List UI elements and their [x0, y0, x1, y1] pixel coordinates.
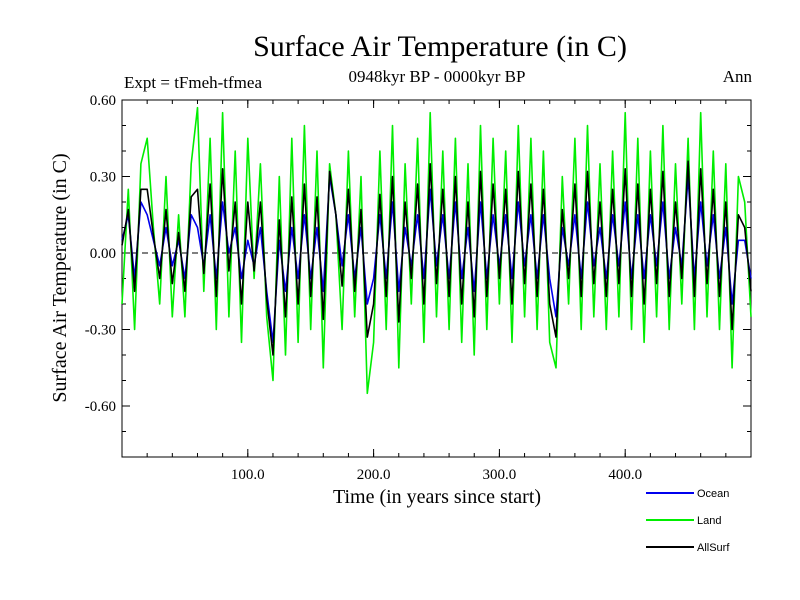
legend-label-ocean: Ocean [697, 488, 729, 500]
experiment-label: Expt = tFmeh-tfmea [124, 73, 262, 92]
series-line-allsurf [121, 160, 752, 356]
y-tick-label: -0.30 [85, 323, 116, 339]
series-layer [121, 106, 752, 395]
y-tick-label: 0.00 [90, 246, 116, 262]
legend-label-allsurf: AllSurf [697, 542, 730, 554]
x-axis-label: Time (in years since start) [333, 486, 541, 508]
chart-subtitle: 0948kyr BP - 0000kyr BP [349, 67, 526, 86]
legend-label-land: Land [697, 515, 721, 527]
season-label: Ann [723, 67, 753, 86]
y-axis-label: Surface Air Temperature (in C) [49, 153, 71, 402]
axis-ticks: 0.60 0.30 0.00 -0.30 -0.60 100.0 200.0 300.0 400… [85, 93, 751, 483]
x-tick-label: 400.0 [608, 467, 642, 483]
plot-area: 0.60 0.30 0.00 -0.30 -0.60 100.0 200.0 300.0 400… [85, 93, 752, 483]
x-tick-label: 300.0 [483, 467, 517, 483]
x-tick-label: 100.0 [231, 467, 265, 483]
y-tick-label: 0.30 [90, 170, 116, 186]
y-tick-label: 0.60 [90, 93, 116, 109]
chart-title: Surface Air Temperature (in C) [253, 30, 627, 63]
legend: Ocean Land AllSurf [646, 488, 730, 554]
x-tick-label: 200.0 [357, 467, 391, 483]
series-line-land [121, 106, 752, 395]
y-tick-label: -0.60 [85, 399, 116, 415]
